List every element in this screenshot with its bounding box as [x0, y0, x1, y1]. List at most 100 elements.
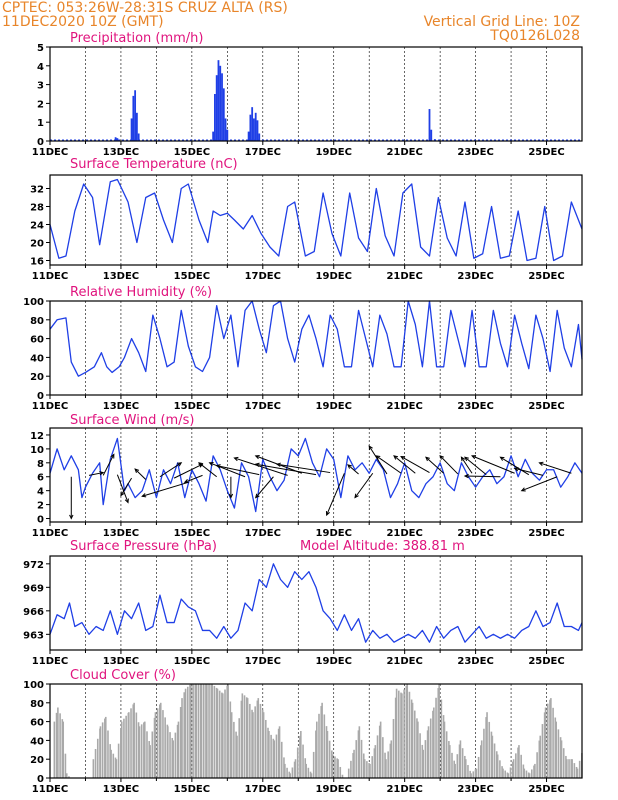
cloud-bar: [94, 748, 97, 778]
cloud-bar: [555, 721, 557, 778]
wind-vector-head: [439, 455, 445, 460]
cloud-bar: [230, 712, 233, 778]
cloud-bar: [451, 752, 453, 778]
precip-bar: [137, 133, 140, 141]
cloud-bar: [256, 700, 259, 778]
cloud-bar: [146, 731, 148, 778]
cloud-bar: [68, 776, 70, 778]
cloud-bar: [252, 712, 254, 778]
wind-vector-head: [254, 454, 260, 460]
y-tick-label: 972: [23, 560, 44, 571]
cloud-bar: [469, 770, 471, 778]
x-tick-label: 13DEC: [103, 528, 139, 539]
cloud-bar: [321, 702, 323, 778]
x-tick-label: 23DEC: [457, 271, 493, 282]
x-tick-label: 21DEC: [386, 784, 422, 795]
wind-vector-head: [393, 455, 399, 460]
x-tick-label: 13DEC: [103, 271, 139, 282]
cloud-bar: [570, 759, 573, 778]
precip-bar: [224, 118, 227, 141]
cloud-bar: [400, 692, 402, 778]
x-tick-label: 15DEC: [174, 271, 210, 282]
cloud-bar: [534, 763, 536, 778]
cloud-bar: [114, 757, 117, 778]
cloud-bar: [464, 755, 466, 778]
x-tick-label: 19DEC: [316, 528, 352, 539]
cloud-bar: [410, 699, 413, 778]
wind-vector-head: [513, 467, 519, 472]
y-tick-label: 80: [30, 699, 44, 710]
x-tick-label: 11DEC: [32, 147, 68, 158]
cloud-bar: [442, 715, 445, 778]
cloud-bar: [355, 740, 358, 778]
wind-vector-head: [520, 487, 526, 492]
wind-vector-head: [215, 464, 221, 469]
y-tick-label: 0: [37, 391, 44, 402]
cloud-bar: [92, 759, 95, 778]
cloud-bar: [110, 749, 112, 778]
x-tick-label: 25DEC: [528, 401, 564, 412]
cloud-bar: [138, 726, 141, 778]
cloud-bar: [132, 704, 135, 778]
wind-vector: [471, 455, 515, 474]
panel-frame: [49, 427, 583, 523]
cloud-bar: [565, 755, 567, 778]
wind-vector: [539, 462, 572, 474]
cloud-bar: [213, 685, 216, 778]
cloud-bar: [183, 692, 186, 778]
x-tick-label: 13DEC: [103, 656, 139, 667]
precip-bar: [217, 60, 220, 141]
cloud-bar: [541, 724, 544, 778]
cloud-bar: [296, 747, 299, 778]
cloud-bar: [55, 712, 58, 778]
cloud-bar: [267, 727, 269, 778]
cloud-bar: [236, 735, 238, 778]
wind-vector: [255, 463, 317, 476]
cloud-bar: [120, 728, 122, 778]
cloud-bar: [304, 758, 307, 778]
cloud-bar: [151, 731, 154, 778]
cloud-bar: [120, 721, 123, 778]
cloud-bar: [104, 716, 107, 778]
cloud-bar: [576, 768, 579, 778]
precip-bar: [254, 112, 257, 141]
wind-vector-head: [177, 462, 183, 467]
cloud-bar: [261, 709, 264, 778]
cloud-bar: [61, 719, 64, 778]
cloud-bar: [259, 703, 262, 778]
x-tick-label: 19DEC: [316, 784, 352, 795]
wind-vector-head: [400, 455, 406, 461]
cloud-bar: [552, 707, 554, 778]
x-tick-label: 21DEC: [386, 271, 422, 282]
cloud-bar: [328, 740, 331, 778]
x-tick-label: 21DEC: [386, 656, 422, 667]
cloud-bar: [480, 745, 482, 778]
cloud-bar: [283, 757, 285, 778]
cloud-bar: [448, 741, 450, 778]
cloud-bar: [350, 760, 352, 778]
cloud-bar: [235, 731, 237, 778]
cloud-bar: [64, 753, 67, 778]
panel-frame: [49, 300, 583, 396]
wind-vector: [142, 481, 189, 497]
cloud-bar: [507, 773, 510, 778]
x-tick-label: 23DEC: [457, 147, 493, 158]
cloud-bar: [486, 712, 488, 778]
wind-vector: [368, 445, 388, 475]
cloud-bar: [389, 743, 392, 778]
wind-vector-head: [368, 445, 373, 451]
cloud-bar: [149, 745, 151, 778]
cloud-bar: [284, 763, 286, 778]
header-grid-note: Vertical Grid Line: 10Z: [424, 14, 580, 30]
precip-bar: [130, 118, 133, 141]
cloud-bar: [543, 712, 546, 778]
cloud-bar: [522, 764, 525, 778]
cloud-bar: [167, 726, 169, 778]
cloud-bar: [325, 726, 328, 778]
x-tick-label: 17DEC: [245, 656, 281, 667]
x-tick-label: 23DEC: [457, 784, 493, 795]
y-tick-label: 8: [37, 459, 44, 470]
precip-bar: [433, 139, 436, 141]
precip-bar: [214, 94, 216, 141]
cloud-bar: [376, 735, 379, 778]
